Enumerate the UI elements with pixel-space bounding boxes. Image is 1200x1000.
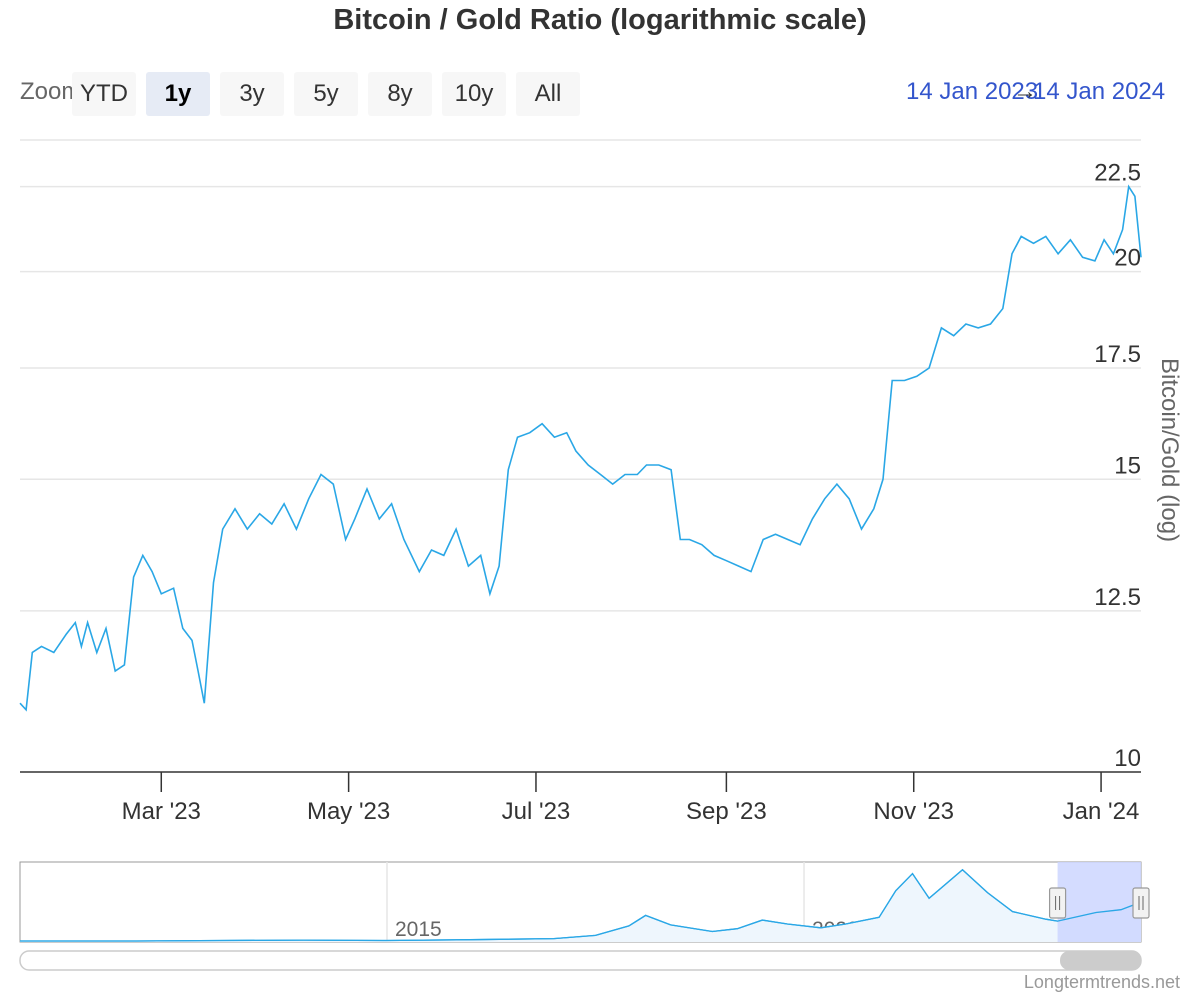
- navigator-line-selected: [20, 868, 1142, 942]
- range-separator: →: [1013, 78, 1037, 105]
- x-tick-label: May '23: [307, 798, 390, 825]
- chart-title: Bitcoin / Gold Ratio (logarithmic scale): [333, 4, 867, 36]
- x-axis: Mar '23 May '23 Jul '23 Sep '23 Nov '23 Jan '…: [20, 771, 1141, 825]
- x-tick-label: Jul '23: [502, 798, 571, 825]
- series-line[interactable]: [19, 184, 1142, 712]
- navigator[interactable]: 20152020: [19, 861, 1150, 943]
- scrollbar-track[interactable]: [19, 950, 1142, 971]
- scrollbar-thumb[interactable]: [1060, 951, 1141, 970]
- y-axis-ticks: 10 12.5 15 17.5 20 22.5: [1094, 160, 1141, 772]
- y-tick-label: 22.5: [1094, 160, 1141, 187]
- navigator-handles[interactable]: [20, 868, 1150, 942]
- x-tick-label: Mar '23: [122, 798, 201, 825]
- range-button-1y[interactable]: 1y: [146, 72, 210, 116]
- y-axis-label: Bitcoin/Gold (log): [1156, 358, 1183, 542]
- navigator-handle-left[interactable]: [1048, 887, 1067, 919]
- range-button-ytd[interactable]: YTD: [72, 72, 136, 116]
- navigator-label: 2015: [395, 918, 442, 941]
- x-tick-label: Sep '23: [686, 798, 767, 825]
- zoom-label: Zoom: [20, 78, 72, 105]
- credit-text: Longtermtrends.net: [1023, 972, 1180, 992]
- navigator-handle-right[interactable]: [1132, 887, 1150, 919]
- range-button-5y[interactable]: 5y: [294, 72, 358, 116]
- range-from-input[interactable]: 14 Jan 2023: [906, 78, 1039, 105]
- navigator-selection[interactable]: [1057, 862, 1141, 942]
- y-tick-label: 15: [1114, 452, 1141, 479]
- x-tick-label: Nov '23: [873, 798, 954, 825]
- range-button-8y[interactable]: 8y: [368, 72, 432, 116]
- range-button-10y[interactable]: 10y: [442, 72, 506, 116]
- y-tick-label: 10: [1114, 745, 1141, 772]
- y-tick-label: 12.5: [1094, 584, 1141, 611]
- x-tick-label: Jan '24: [1063, 798, 1140, 825]
- range-button-3y[interactable]: 3y: [220, 72, 284, 116]
- range-button-all[interactable]: All: [516, 72, 580, 116]
- y-tick-label: 20: [1114, 245, 1141, 272]
- navigator-area: [20, 869, 1141, 942]
- y-tick-label: 17.5: [1094, 341, 1141, 368]
- range-to-input[interactable]: 14 Jan 2024: [1033, 78, 1166, 105]
- grid-lines: [20, 139, 1141, 612]
